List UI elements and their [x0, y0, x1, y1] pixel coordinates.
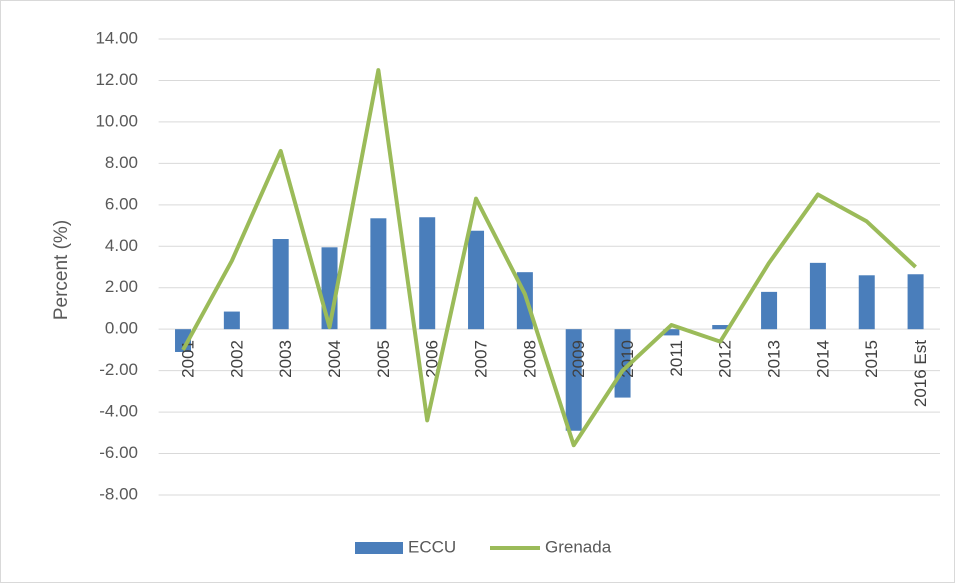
y-axis-label: Percent (%) — [51, 220, 72, 320]
x-tick-label: 2012 — [716, 340, 735, 378]
y-tick-label: -4.00 — [99, 402, 138, 421]
legend-label: Grenada — [545, 537, 612, 556]
x-tick-label: 2015 — [862, 340, 881, 378]
bar — [370, 218, 387, 330]
y-tick-label: 8.00 — [105, 153, 138, 172]
bar — [761, 291, 778, 330]
y-tick-label: 6.00 — [105, 194, 138, 213]
x-tick-label: 2016 Est — [911, 340, 930, 407]
y-tick-label: 10.00 — [95, 111, 138, 130]
bar — [614, 329, 631, 398]
x-tick-label: 2013 — [765, 340, 784, 378]
y-tick-label: -8.00 — [99, 484, 138, 503]
x-tick-label: 2005 — [374, 340, 393, 378]
legend-label: ECCU — [408, 537, 456, 556]
bar — [468, 230, 485, 330]
bar — [663, 329, 680, 336]
x-tick-label: 2008 — [520, 340, 539, 378]
y-tick-label: 2.00 — [105, 277, 138, 296]
x-tick-label: 2014 — [813, 340, 832, 378]
x-tick-label: 2011 — [667, 340, 686, 377]
x-tick-label: 2009 — [569, 340, 588, 378]
bar — [272, 239, 289, 330]
x-tick-label: 2004 — [325, 340, 344, 378]
x-tick-label: 2002 — [227, 340, 246, 378]
bar — [858, 275, 875, 330]
bar — [907, 274, 924, 330]
x-tick-label: 2007 — [472, 340, 491, 378]
bar — [419, 217, 436, 330]
y-tick-label: -6.00 — [99, 443, 138, 462]
y-tick-label: 14.00 — [95, 28, 138, 47]
bar — [712, 325, 729, 330]
x-tick-label: 2001 — [179, 340, 198, 378]
line — [181, 68, 917, 448]
bar — [809, 262, 826, 330]
legend-swatch — [355, 542, 403, 554]
y-tick-label: 12.00 — [95, 70, 138, 89]
bar — [565, 329, 582, 431]
y-tick-label: 0.00 — [105, 319, 138, 338]
y-tick-label: 4.00 — [105, 236, 138, 255]
y-tick-label: -2.00 — [99, 360, 138, 379]
x-tick-label: 2003 — [276, 340, 295, 378]
bar — [223, 311, 240, 330]
